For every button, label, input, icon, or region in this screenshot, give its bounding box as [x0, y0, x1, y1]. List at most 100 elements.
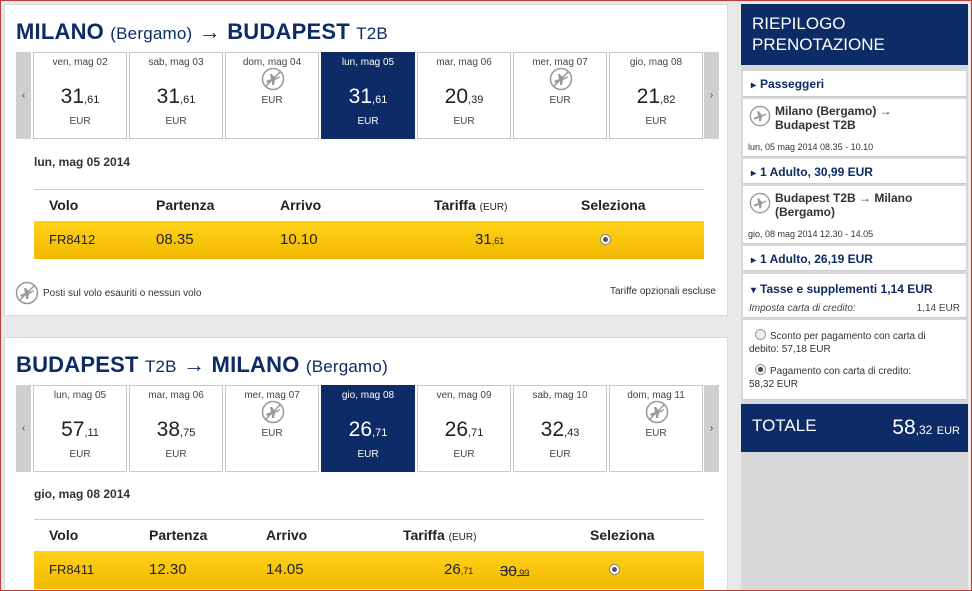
date-price: 26,71 — [348, 418, 388, 441]
col-tariffa: Tariffa (EUR) — [434, 197, 508, 213]
date-label: lun, mag 05 — [53, 390, 107, 401]
prev-dates-button[interactable]: ‹ — [16, 385, 31, 472]
original-fare: 30,99 — [500, 563, 530, 580]
date-price: 32,43 — [540, 418, 580, 441]
date-price: 26,71 — [444, 418, 484, 441]
date-price: 20,39 — [444, 85, 484, 108]
leg2-fare-toggle[interactable]: ▸ 1 Adulto, 26,19 EUR — [743, 246, 966, 271]
prev-dates-button[interactable]: ‹ — [16, 52, 31, 139]
date-currency: EUR — [549, 95, 571, 106]
plane-icon — [749, 105, 771, 127]
leg1-fare-toggle[interactable]: ▸ 1 Adulto, 30,99 EUR — [743, 159, 966, 184]
col-partenza: Partenza — [156, 197, 215, 213]
select-flight-radio[interactable] — [609, 564, 620, 575]
outbound-date-strip: ‹ › ven, mag 02 31,61 EUR sab, mag 03 31,61 E… — [16, 52, 719, 139]
col-seleziona: Seleziona — [581, 197, 646, 213]
date-price: 31,61 — [348, 85, 388, 108]
date-label: sab, mag 03 — [148, 57, 204, 68]
date-label: lun, mag 05 — [341, 57, 395, 68]
outbound-route-title: MILANO (Bergamo) → BUDAPEST T2B — [16, 19, 388, 44]
total-amount: 58,32 EUR — [892, 416, 960, 439]
outbound-selected-date: lun, mag 05 2014 — [34, 155, 131, 169]
credit-card-option[interactable]: Pagamento con carta di credito: — [755, 364, 911, 377]
date-cell[interactable]: mar, mag 06 38,75 EUR — [129, 385, 223, 472]
no-flight-legend: Posti sul volo esauriti o nessun volo — [15, 281, 201, 305]
leg2-summary: Budapest T2B → Milano (Bergamo) gio, 08 … — [743, 186, 966, 244]
date-currency: EUR — [645, 428, 667, 439]
date-price: 21,82 — [636, 85, 676, 108]
date-cell[interactable]: ven, mag 09 26,71 EUR — [417, 385, 511, 472]
col-seleziona: Seleziona — [590, 527, 655, 543]
date-currency: EUR — [357, 116, 379, 127]
no-flight-icon — [645, 400, 669, 424]
date-currency: EUR — [69, 449, 91, 460]
date-currency: EUR — [453, 116, 475, 127]
date-cell[interactable]: mar, mag 06 20,39 EUR — [417, 52, 511, 139]
optional-fees-note: Tariffe opzionali escluse — [610, 286, 716, 297]
cc-fee-label: Imposta carta di credito: — [749, 303, 856, 314]
date-cell[interactable]: dom, mag 04 EUR — [225, 52, 319, 139]
col-partenza: Partenza — [149, 527, 208, 543]
return-flight-row[interactable]: FR8411 12.30 14.05 26,71 30,99 — [34, 551, 704, 589]
departure-time: 08.35 — [156, 231, 194, 248]
passengers-toggle[interactable]: ▸ Passeggeri — [743, 71, 966, 97]
date-price: 57,11 — [61, 418, 99, 441]
no-flight-icon — [15, 281, 39, 305]
date-currency: EUR — [645, 116, 667, 127]
leg1-summary: Milano (Bergamo) → Budapest T2B lun, 05 … — [743, 99, 966, 157]
return-date-strip: ‹ › lun, mag 05 57,11 EUR mar, mag 06 38,75 E… — [16, 385, 719, 472]
date-label: mer, mag 07 — [532, 57, 588, 68]
credit-card-radio[interactable] — [755, 364, 766, 375]
total-bar: TOTALE 58,32 EUR — [741, 404, 968, 452]
col-tariffa: Tariffa (EUR) — [403, 527, 477, 543]
debit-card-radio[interactable] — [755, 329, 766, 340]
date-cell[interactable]: gio, mag 08 21,82 EUR — [609, 52, 703, 139]
date-label: ven, mag 02 — [52, 57, 108, 68]
date-cell[interactable]: mer, mag 07 EUR — [513, 52, 607, 139]
date-price: 31,61 — [156, 85, 196, 108]
no-flight-icon — [261, 400, 285, 424]
no-flight-icon — [549, 67, 573, 91]
departure-time: 12.30 — [149, 561, 187, 578]
date-label: gio, mag 08 — [629, 57, 683, 68]
date-currency: EUR — [165, 449, 187, 460]
date-cell[interactable]: mer, mag 07 EUR — [225, 385, 319, 472]
fare: 31,61 — [475, 231, 505, 248]
taxes-section[interactable]: ▾ Tasse e supplementi 1,14 EUR Imposta ca… — [743, 274, 966, 318]
payment-options: Sconto per pagamento con carta di debito… — [743, 320, 966, 400]
date-label: ven, mag 09 — [436, 390, 492, 401]
date-currency: EUR — [69, 116, 91, 127]
date-cell[interactable]: dom, mag 11 EUR — [609, 385, 703, 472]
fare: 26,71 — [444, 561, 474, 578]
col-arrivo: Arrivo — [266, 527, 308, 543]
flight-number: FR8412 — [49, 232, 96, 247]
col-volo: Volo — [49, 197, 79, 213]
date-cell[interactable]: sab, mag 03 31,61 EUR — [129, 52, 223, 139]
cc-fee-value: 1,14 EUR — [916, 303, 960, 314]
arrival-time: 14.05 — [266, 561, 304, 578]
debit-card-option[interactable]: Sconto per pagamento con carta di — [755, 329, 926, 342]
date-currency: EUR — [549, 449, 571, 460]
next-dates-button[interactable]: › — [704, 385, 719, 472]
return-selected-date: gio, mag 08 2014 — [34, 487, 131, 501]
date-cell[interactable]: lun, mag 05 31,61 EUR — [321, 52, 415, 139]
date-label: dom, mag 04 — [242, 57, 302, 68]
summary-title: RIEPILOGO PRENOTAZIONE — [741, 4, 968, 65]
plane-icon — [749, 192, 771, 214]
date-currency: EUR — [261, 428, 283, 439]
date-cell[interactable]: sab, mag 10 32,43 EUR — [513, 385, 607, 472]
date-currency: EUR — [453, 449, 475, 460]
arrival-time: 10.10 — [280, 231, 318, 248]
date-cell[interactable]: lun, mag 05 57,11 EUR — [33, 385, 127, 472]
date-price: 38,75 — [156, 418, 196, 441]
date-currency: EUR — [357, 449, 379, 460]
outbound-panel: MILANO (Bergamo) → BUDAPEST T2B ‹ › ven,… — [4, 4, 728, 316]
date-cell[interactable]: gio, mag 08 26,71 EUR — [321, 385, 415, 472]
select-flight-radio[interactable] — [600, 234, 611, 245]
date-label: dom, mag 11 — [627, 390, 685, 401]
outbound-flight-row[interactable]: FR8412 08.35 10.10 31,61 — [34, 221, 704, 259]
date-label: mar, mag 06 — [436, 57, 492, 68]
date-currency: EUR — [261, 95, 283, 106]
next-dates-button[interactable]: › — [704, 52, 719, 139]
date-cell[interactable]: ven, mag 02 31,61 EUR — [33, 52, 127, 139]
